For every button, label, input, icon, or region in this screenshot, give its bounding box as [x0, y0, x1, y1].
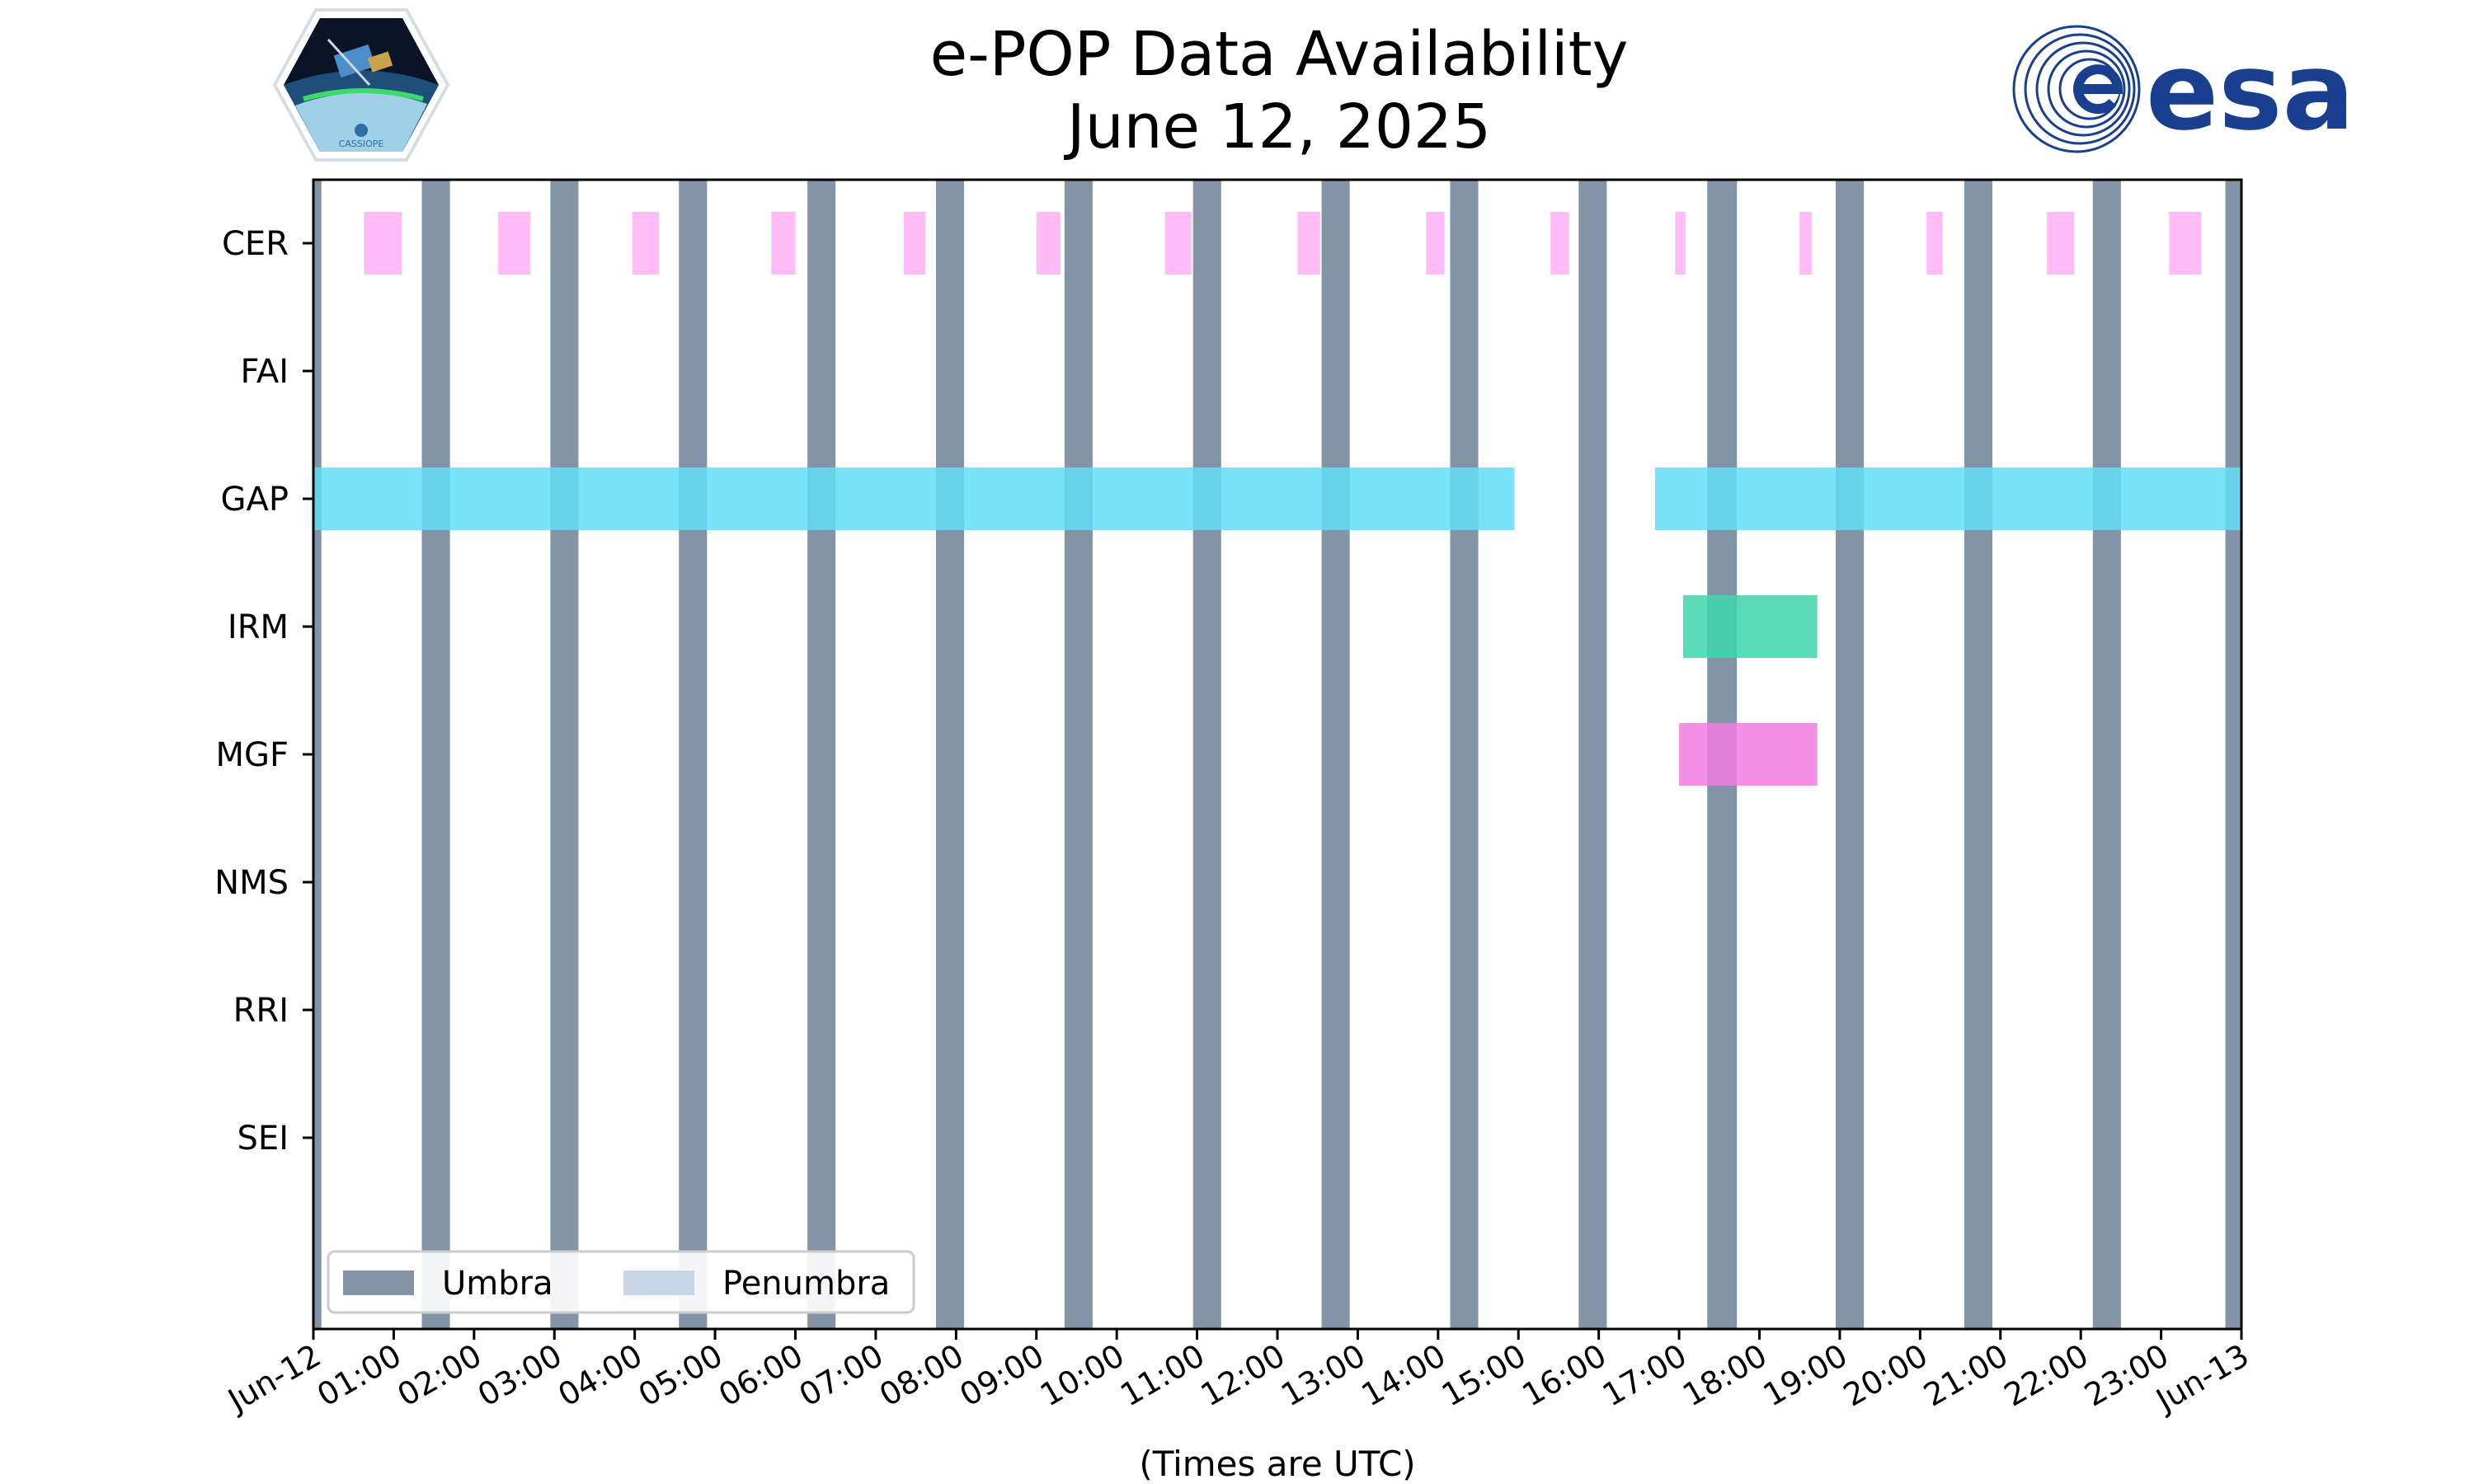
data-bar-cer — [498, 212, 531, 275]
x-tick-label: Jun-12 — [221, 1337, 327, 1420]
umbra-band — [313, 180, 322, 1329]
y-tick-label: SEI — [238, 1120, 289, 1158]
umbra-bands — [313, 180, 2241, 1329]
umbra-band — [1450, 180, 1479, 1329]
legend-label-umbra: Umbra — [442, 1265, 553, 1303]
umbra-band — [807, 180, 836, 1329]
x-tick-label: 04:00 — [552, 1337, 648, 1414]
data-bar-irm — [1682, 595, 1818, 658]
x-tick-label: 02:00 — [391, 1337, 487, 1414]
x-tick-label: 07:00 — [793, 1337, 890, 1414]
x-tick-label: Jun-13 — [2149, 1337, 2255, 1420]
x-tick-label: 21:00 — [1917, 1337, 2014, 1414]
x-axis-label: (Times are UTC) — [1139, 1444, 1415, 1484]
x-tick-label: 03:00 — [472, 1337, 568, 1414]
x-tick-label: 09:00 — [953, 1337, 1050, 1414]
data-bar-cer — [904, 212, 926, 275]
legend-swatch-penumbra — [623, 1270, 694, 1295]
data-bar-cer — [2169, 212, 2202, 275]
y-tick-label: RRI — [233, 992, 289, 1030]
data-bar-gap — [1654, 467, 2241, 530]
x-tick-label: 10:00 — [1034, 1337, 1131, 1414]
y-tick-label: NMS — [214, 864, 289, 902]
legend-swatch-umbra — [343, 1270, 414, 1295]
x-tick-label: 16:00 — [1516, 1337, 1612, 1414]
legend: Umbra Penumbra — [327, 1250, 915, 1314]
y-tick-label: MGF — [215, 736, 289, 774]
data-bar-cer — [1799, 212, 1812, 275]
umbra-band — [2092, 180, 2121, 1329]
data-bar-cer — [1675, 212, 1686, 275]
x-tick-label: 12:00 — [1195, 1337, 1291, 1414]
x-tick-label: 01:00 — [311, 1337, 407, 1414]
y-tick-label: FAI — [241, 353, 289, 391]
x-tick-label: 19:00 — [1757, 1337, 1854, 1414]
umbra-band — [2225, 180, 2241, 1329]
data-bar-cer — [1164, 212, 1192, 275]
umbra-band — [1578, 180, 1607, 1329]
legend-box — [327, 1250, 915, 1314]
x-tick-label: 08:00 — [873, 1337, 970, 1414]
x-tick-label: 05:00 — [633, 1337, 729, 1414]
x-tick-label: 06:00 — [713, 1337, 809, 1414]
umbra-band — [935, 180, 965, 1329]
data-bar-cer — [1297, 212, 1320, 275]
cassiope-logo: CASSIOPE — [272, 8, 450, 162]
x-tick-label: 22:00 — [1998, 1337, 2095, 1414]
x-axis: Jun-1201:0002:0003:0004:0005:0006:0007:0… — [221, 1329, 2255, 1420]
data-bar-cer — [2047, 212, 2075, 275]
legend-label-penumbra: Penumbra — [722, 1265, 890, 1303]
data-bar-cer — [1550, 212, 1569, 275]
data-bar-cer — [1426, 212, 1445, 275]
y-axis: CER FAI GAP IRM MGF NMS RRI SEI — [214, 225, 313, 1158]
title-line-1: e-POP Data Availability — [929, 19, 1629, 90]
umbra-band — [550, 180, 579, 1329]
x-tick-label: 20:00 — [1837, 1337, 1934, 1414]
y-tick-label: IRM — [228, 608, 289, 646]
chart-title: e-POP Data Availability June 12, 2025 — [0, 18, 2474, 163]
esa-logo-text: esa — [2146, 29, 2354, 154]
y-tick-label: CER — [222, 225, 289, 263]
data-bar-cer — [771, 212, 796, 275]
data-bars — [313, 212, 2241, 786]
data-bar-cer — [364, 212, 402, 275]
umbra-band — [679, 180, 708, 1329]
umbra-band — [1321, 180, 1350, 1329]
umbra-band — [421, 180, 450, 1329]
data-bar-mgf — [1679, 723, 1818, 786]
x-tick-label: 15:00 — [1436, 1337, 1532, 1414]
title-line-2: June 12, 2025 — [1066, 92, 1492, 162]
esa-logo: esa — [2012, 25, 2354, 154]
cassiope-logo-text: CASSIOPE — [339, 139, 384, 149]
x-tick-label: 18:00 — [1677, 1337, 1773, 1414]
data-bar-gap — [313, 467, 1515, 530]
data-bar-cer — [632, 212, 659, 275]
data-bar-cer — [1926, 212, 1943, 275]
data-bar-cer — [1036, 212, 1061, 275]
x-tick-label: 11:00 — [1114, 1337, 1211, 1414]
umbra-band — [1964, 180, 1993, 1329]
umbra-band — [1064, 180, 1093, 1329]
plot-frame — [312, 178, 2243, 1331]
x-tick-label: 14:00 — [1355, 1337, 1451, 1414]
umbra-band — [1192, 180, 1221, 1329]
y-tick-label: GAP — [221, 481, 289, 519]
x-tick-label: 13:00 — [1275, 1337, 1371, 1414]
x-tick-label: 17:00 — [1597, 1337, 1693, 1414]
umbra-band — [1836, 180, 1865, 1329]
